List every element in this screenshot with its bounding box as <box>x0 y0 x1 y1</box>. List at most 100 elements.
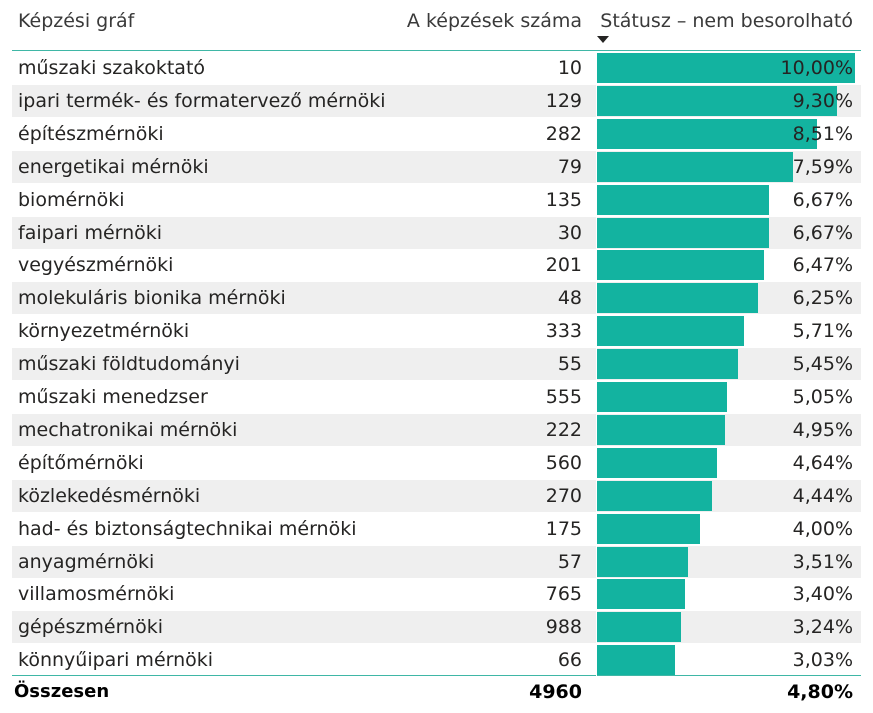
row-count: 201 <box>545 254 582 277</box>
row-name: közlekedésmérnöki <box>18 484 201 507</box>
column-separator <box>596 644 597 677</box>
data-bar <box>597 579 685 610</box>
row-name: gépészmérnöki <box>18 616 163 639</box>
row-count: 222 <box>545 418 582 441</box>
table-row[interactable]: mechatronikai mérnöki 222 4,95% <box>12 413 861 446</box>
data-bar <box>597 217 770 248</box>
row-name: könnyűipari mérnöki <box>18 649 214 672</box>
row-name: építőmérnöki <box>18 451 144 474</box>
table-row[interactable]: ipari termék- és formatervező mérnöki 129… <box>12 84 861 117</box>
row-name: biomérnöki <box>18 188 125 211</box>
row-count: 988 <box>545 616 582 639</box>
row-pct: 6,67% <box>792 221 853 244</box>
row-name: építészmérnöki <box>18 122 164 145</box>
row-pct: 5,71% <box>792 320 853 343</box>
data-bar <box>597 513 701 544</box>
table-row[interactable]: könnyűipari mérnöki 66 3,03% <box>12 644 861 677</box>
row-pct: 4,00% <box>792 517 853 540</box>
table-row[interactable]: had- és biztonságtechnikai mérnöki 175 4,0… <box>12 512 861 545</box>
row-pct: 6,25% <box>792 287 853 310</box>
table-row[interactable]: műszaki szakoktató 10 10,00% <box>12 52 861 84</box>
column-separator <box>596 578 597 611</box>
column-header-status[interactable]: Státusz – nem besorolható <box>600 10 853 32</box>
table-row[interactable]: energetikai mérnöki 79 7,59% <box>12 150 861 183</box>
total-label: Összesen <box>14 681 110 702</box>
table-row[interactable]: biomérnöki 135 6,67% <box>12 183 861 216</box>
table-row[interactable]: építőmérnöki 560 4,64% <box>12 446 861 479</box>
table-row[interactable]: műszaki menedzser 555 5,05% <box>12 381 861 413</box>
column-separator <box>596 611 597 644</box>
row-pct: 10,00% <box>780 57 853 79</box>
column-separator <box>596 512 597 545</box>
data-bar <box>597 316 745 347</box>
row-pct: 4,64% <box>792 451 853 474</box>
column-separator <box>596 216 597 249</box>
table-row[interactable]: műszaki földtudományi 55 5,45% <box>12 348 861 381</box>
row-pct: 7,59% <box>792 155 853 178</box>
row-pct: 8,51% <box>792 122 853 145</box>
row-name: vegyészmérnöki <box>18 254 174 277</box>
row-pct: 6,47% <box>792 254 853 277</box>
data-bar <box>597 151 793 182</box>
row-name: mechatronikai mérnöki <box>18 418 238 441</box>
row-name: had- és biztonságtechnikai mérnöki <box>18 517 357 540</box>
row-count: 30 <box>557 221 582 244</box>
column-header-count[interactable]: A képzések száma <box>406 10 582 32</box>
row-pct: 3,40% <box>792 583 853 606</box>
column-separator <box>596 282 597 315</box>
total-count: 4960 <box>529 681 582 703</box>
column-header-name[interactable]: Képzési gráf <box>18 10 135 32</box>
table-row[interactable]: villamosmérnöki 765 3,40% <box>12 578 861 611</box>
row-count: 55 <box>557 353 582 376</box>
data-bar <box>597 645 676 676</box>
data-bar <box>597 480 712 511</box>
row-pct: 5,05% <box>792 386 853 408</box>
row-name: műszaki földtudományi <box>18 353 240 376</box>
row-name: molekuláris bionika mérnöki <box>18 287 286 310</box>
table-row[interactable]: faipari mérnöki 30 6,67% <box>12 216 861 249</box>
data-bar <box>597 414 725 445</box>
column-separator <box>596 413 597 446</box>
data-bar <box>597 85 837 116</box>
column-separator <box>596 479 597 512</box>
data-bar <box>597 118 817 149</box>
data-bar <box>597 250 764 281</box>
table-row[interactable]: építészmérnöki 282 8,51% <box>12 117 861 150</box>
data-bar <box>597 612 681 643</box>
row-pct: 3,24% <box>792 616 853 639</box>
row-name: környezetmérnöki <box>18 320 190 343</box>
total-pct: 4,80% <box>787 681 853 703</box>
data-bar <box>597 382 728 412</box>
data-bar <box>597 349 738 380</box>
row-count: 135 <box>545 188 582 211</box>
row-pct: 3,51% <box>792 550 853 573</box>
row-pct: 4,44% <box>792 484 853 507</box>
column-separator <box>596 545 597 578</box>
table-row[interactable]: közlekedésmérnöki 270 4,44% <box>12 479 861 512</box>
column-separator <box>596 183 597 216</box>
column-separator <box>596 446 597 479</box>
table-row[interactable]: anyagmérnöki 57 3,51% <box>12 545 861 578</box>
data-bar <box>597 447 717 478</box>
row-count: 555 <box>545 386 582 408</box>
table-row[interactable]: vegyészmérnöki 201 6,47% <box>12 249 861 282</box>
row-pct: 9,30% <box>792 89 853 112</box>
data-bar <box>597 283 759 314</box>
column-separator <box>596 150 597 183</box>
data-bar <box>597 546 688 577</box>
column-separator <box>596 117 597 150</box>
table-row[interactable]: környezetmérnöki 333 5,71% <box>12 315 861 348</box>
row-count: 66 <box>557 649 582 672</box>
row-name: villamosmérnöki <box>18 583 175 606</box>
row-name: faipari mérnöki <box>18 221 163 244</box>
row-name: anyagmérnöki <box>18 550 155 573</box>
row-count: 765 <box>545 583 582 606</box>
sort-descending-icon[interactable] <box>597 36 609 43</box>
total-row: Összesen 4960 4,80% <box>12 676 861 708</box>
row-count: 10 <box>557 57 582 79</box>
table-row[interactable]: molekuláris bionika mérnöki 48 6,25% <box>12 282 861 315</box>
data-bar <box>597 53 855 83</box>
table-row[interactable]: gépészmérnöki 988 3,24% <box>12 611 861 644</box>
column-separator <box>596 249 597 282</box>
row-pct: 6,67% <box>792 188 853 211</box>
